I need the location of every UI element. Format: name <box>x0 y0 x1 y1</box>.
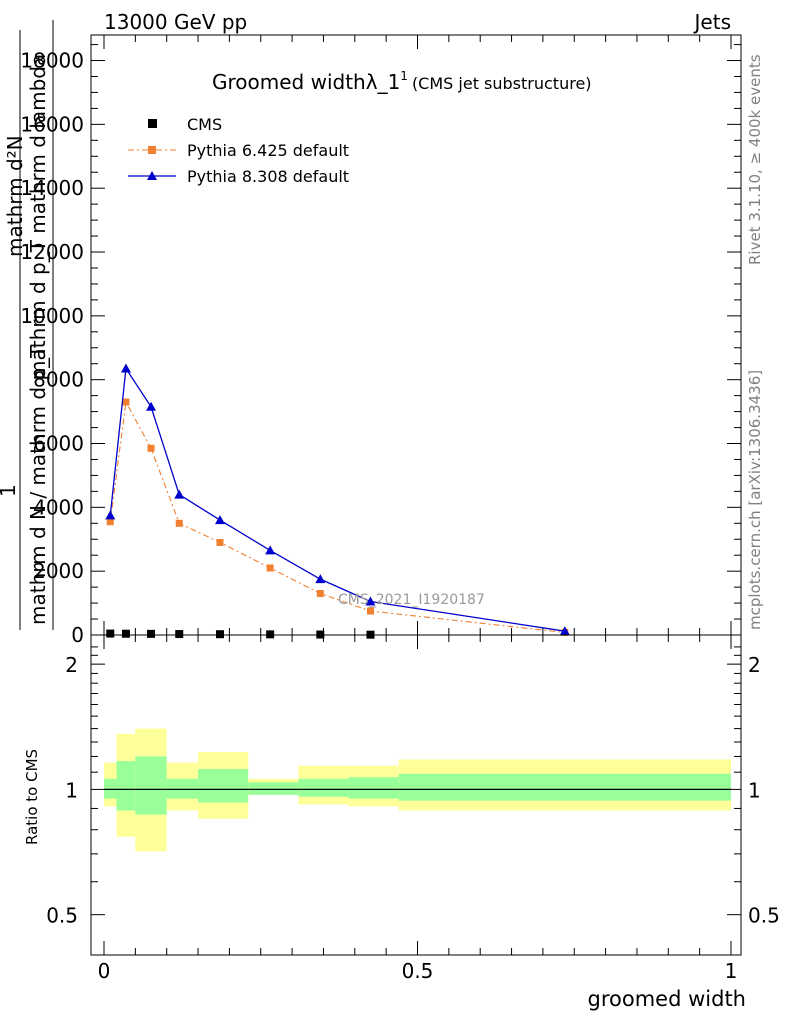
legend-pythia6-label: Pythia 6.425 default <box>187 141 349 160</box>
legend-pythia6-marker <box>148 146 156 154</box>
ratio-y-tick-label-right: 1 <box>748 778 761 802</box>
main-y-tick-label: 10000 <box>20 304 84 328</box>
ratio-y-axis-label: Ratio to CMS <box>23 749 41 845</box>
main-y-tick-label: 14000 <box>20 176 84 200</box>
x-tick-label: 0 <box>98 959 111 983</box>
series-point-0 <box>106 629 115 638</box>
legend-cms-marker <box>148 119 157 128</box>
main-y-tick-label: 6000 <box>33 432 84 456</box>
ratio-inner-band <box>135 756 167 815</box>
main-y-tick-label: 18000 <box>20 49 84 73</box>
series-point-1 <box>366 607 374 615</box>
series-point-1 <box>147 444 155 452</box>
ylabel-line-3: 1 <box>0 484 20 497</box>
series-point-2 <box>315 574 326 584</box>
ratio-y-tick-label-right: 2 <box>748 653 761 677</box>
series-point-1 <box>316 590 324 598</box>
plot-title-lambda: λ_1 <box>366 70 401 94</box>
ratio-inner-band <box>116 761 136 811</box>
ratio-inner-band <box>166 778 199 799</box>
series-point-2 <box>120 363 131 373</box>
main-y-tick-label: 0 <box>71 623 84 647</box>
main-y-tick-label: 2000 <box>33 559 84 583</box>
series-point-1 <box>266 564 274 572</box>
main-plot-series <box>105 363 570 639</box>
main-y-tick-label: 12000 <box>20 240 84 264</box>
ratio-inner-band <box>248 782 299 795</box>
series-point-1 <box>216 538 224 546</box>
main-y-tick-label: 4000 <box>33 495 84 519</box>
series-point-0 <box>147 629 156 638</box>
series-point-1 <box>122 398 130 406</box>
ratio-y-tick-label: 2 <box>65 653 78 677</box>
series-point-2 <box>214 515 225 525</box>
x-tick-label: 1 <box>725 959 738 983</box>
legend-pythia8-marker <box>147 171 157 180</box>
ratio-inner-band <box>104 778 117 799</box>
ratio-y-tick-label: 0.5 <box>46 904 78 928</box>
header-energy-label: 13000 GeV pp <box>104 10 247 34</box>
analysis-watermark: CMS_2021_I1920187 <box>338 592 485 608</box>
ylabel-line-4: mathrm d N / mathrm d p_T <box>26 345 50 625</box>
main-y-axis-label: mathrm d²N mathrm d p_T mathrm d lambda … <box>0 20 54 630</box>
legend: CMS Pythia 6.425 default Pythia 8.308 de… <box>128 115 349 186</box>
series-point-2 <box>265 545 276 555</box>
series-point-2 <box>174 489 185 499</box>
series-point-2 <box>365 596 376 606</box>
series-point-0 <box>215 630 224 639</box>
plot-title-superscript: 1 <box>400 69 408 83</box>
x-axis-label: groomed width <box>588 987 746 1011</box>
main-y-tick-labels: 0 2000 4000 6000 8000 10000 12000 14000 16000 180… <box>20 49 84 647</box>
plot-title-subtitle: (CMS jet substructure) <box>412 74 592 93</box>
series-point-0 <box>266 630 275 639</box>
main-plot-ticks <box>91 35 741 636</box>
series-point-1 <box>175 519 183 527</box>
rivet-version-label: Rivet 3.1.10, ≥ 400k events <box>746 54 764 265</box>
legend-cms-label: CMS <box>187 115 222 134</box>
ylabel-line-1: mathrm d²N <box>3 135 27 257</box>
series-point-1 <box>106 518 114 526</box>
ratio-inner-band <box>198 768 249 803</box>
main-y-tick-label: 16000 <box>20 112 84 136</box>
ratio-y-tick-label: 1 <box>65 778 78 802</box>
header-jets-label: Jets <box>693 10 731 34</box>
series-point-0 <box>175 630 184 639</box>
mcplots-label: mcplots.cern.ch [arXiv:1306.3436] <box>746 370 764 630</box>
series-point-2 <box>105 510 116 520</box>
ratio-inner-band <box>398 773 731 801</box>
ratio-y-tick-label-right: 0.5 <box>748 904 780 928</box>
ratio-ticks: 0.5 0.5 1 1 2 2 0 0.5 1 <box>46 635 780 983</box>
ratio-plot-frame <box>90 634 742 956</box>
plot-title-main: Groomed width <box>212 70 366 94</box>
ratio-inner-band <box>348 777 399 799</box>
series-point-0 <box>121 629 130 638</box>
x-tick-label: 0.5 <box>402 959 434 983</box>
ratio-inner-band <box>298 778 349 797</box>
ylabel-line-2: mathrm d p_T mathrm d lambda <box>26 54 50 380</box>
legend-pythia8-label: Pythia 8.308 default <box>187 167 349 186</box>
main-y-tick-label: 8000 <box>33 368 84 392</box>
series-point-2 <box>559 626 570 636</box>
plot-title: Groomed widthλ_11 (CMS jet substructure) <box>212 69 592 94</box>
series-point-2 <box>146 401 157 411</box>
